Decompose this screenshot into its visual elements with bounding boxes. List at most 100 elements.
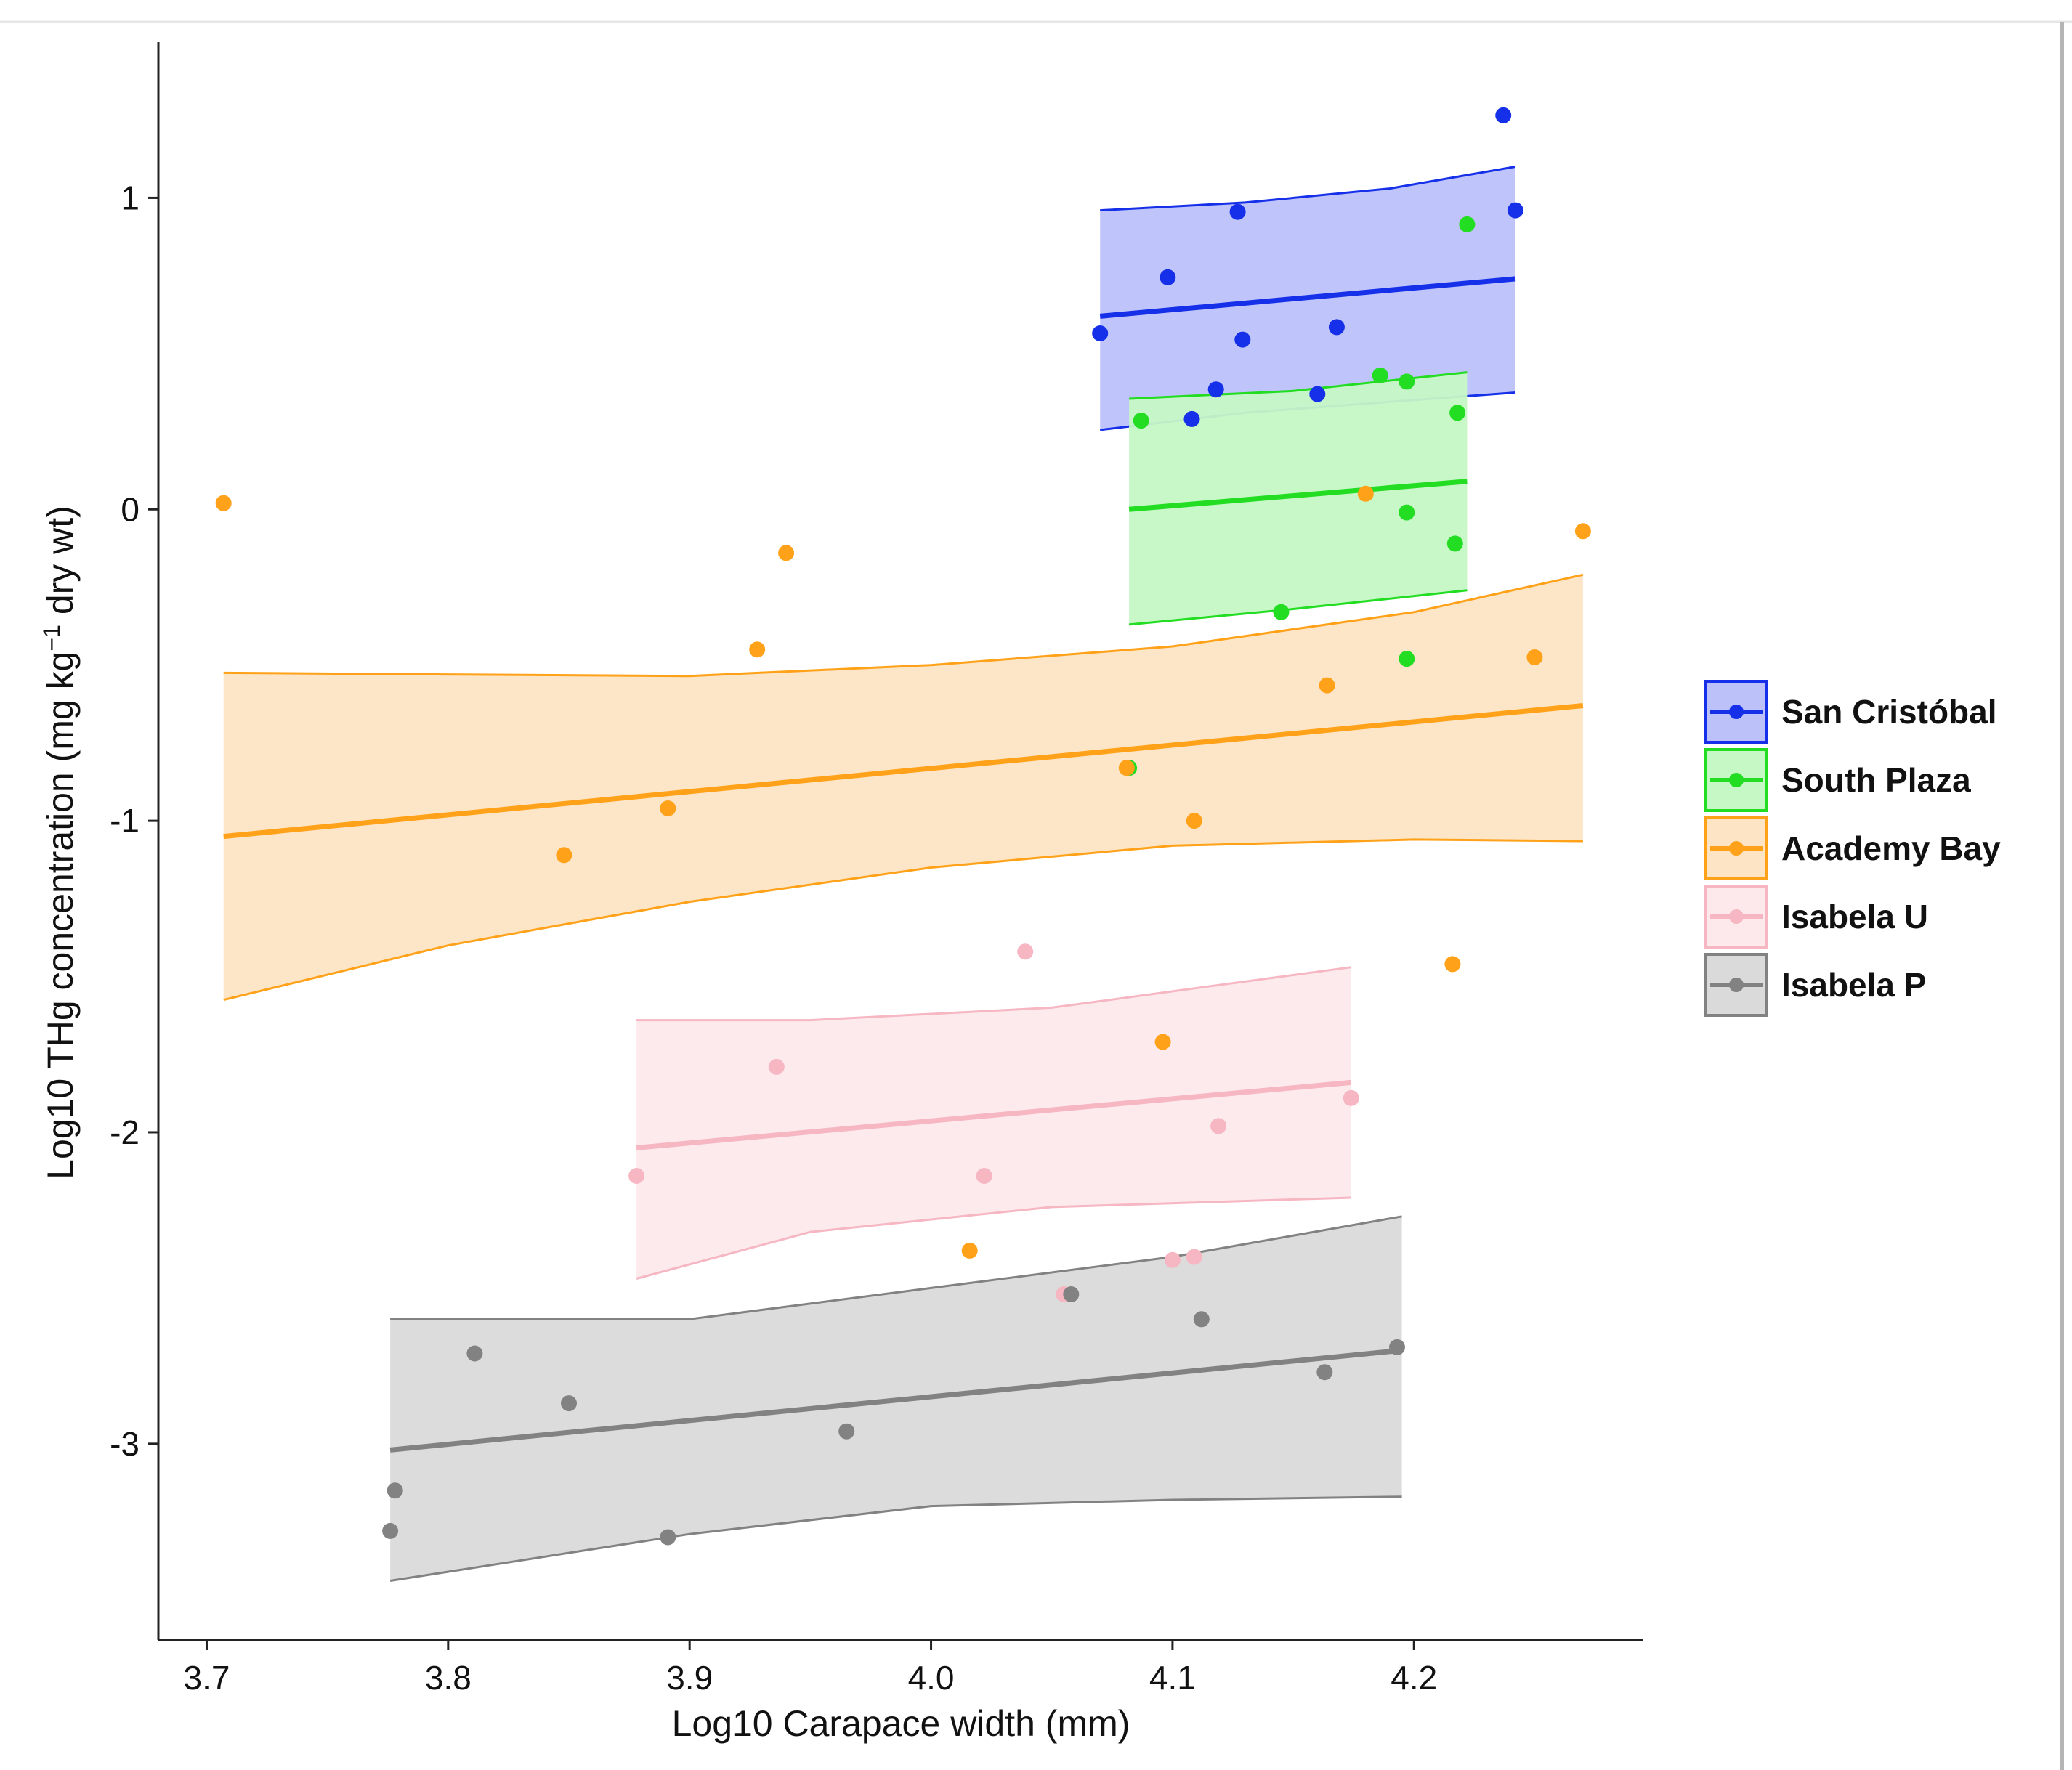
band-lower-isabela-p <box>389 1495 1402 1582</box>
y-axis-title-main: Log10 THg concentration (mg kg <box>40 651 81 1180</box>
band-upper-academy-bay <box>223 573 1584 678</box>
y-tick-label: 0 <box>121 490 139 528</box>
point-san-cristobal <box>1207 381 1224 398</box>
point-academy-bay <box>961 1242 978 1259</box>
band-south-plaza <box>1129 372 1468 625</box>
legend-item-isabela-u: Isabela U <box>1704 885 1928 949</box>
point-academy-bay <box>749 641 766 658</box>
y-axis-ticks: -3 -2 -1 0 1 <box>110 179 158 1463</box>
point-isabela-p <box>838 1423 855 1440</box>
regression-lines <box>223 276 1584 1453</box>
point-isabela-u <box>1186 1249 1202 1265</box>
fit-line-isabela-p <box>389 1347 1402 1453</box>
point-isabela-u <box>628 1168 645 1184</box>
point-isabela-p <box>1316 1364 1333 1381</box>
point-isabela-u <box>768 1058 785 1075</box>
point-academy-bay <box>1186 813 1202 829</box>
y-tick-label: -3 <box>110 1425 139 1463</box>
legend-item-san-cristobal: San Cristóbal <box>1704 680 1997 744</box>
point-isabela-u <box>1343 1089 1359 1106</box>
legend-dot-academy-bay <box>1729 841 1744 856</box>
point-academy-bay <box>1444 956 1461 973</box>
legend-dot-isabela-u <box>1729 909 1744 924</box>
x-tick-label: 4.2 <box>1391 1659 1437 1697</box>
legend-item-south-plaza: South Plaza <box>1704 748 1971 812</box>
point-academy-bay <box>1357 485 1374 502</box>
point-san-cristobal <box>1183 410 1200 427</box>
legend-label-isabela-u: Isabela U <box>1781 898 1928 935</box>
point-san-cristobal <box>1507 202 1523 219</box>
legend-dot-isabela-p <box>1729 978 1744 992</box>
point-san-cristobal <box>1495 107 1512 123</box>
band-isabela-u <box>636 967 1351 1279</box>
data-points <box>215 107 1591 1546</box>
point-san-cristobal <box>1229 203 1246 220</box>
point-san-cristobal <box>1234 331 1251 348</box>
legend-dot-south-plaza <box>1729 773 1744 787</box>
point-academy-bay <box>660 800 676 816</box>
y-axis-title-superscript: −1 <box>39 625 65 651</box>
band-lower-isabela-u <box>636 1196 1351 1280</box>
x-tick-label: 3.9 <box>666 1659 713 1697</box>
x-tick-label: 4.1 <box>1149 1659 1196 1697</box>
point-academy-bay <box>1319 677 1335 694</box>
legend-item-isabela-p: Isabela P <box>1704 953 1926 1017</box>
point-isabela-p <box>561 1395 577 1412</box>
point-isabela-u <box>1164 1251 1181 1268</box>
point-south-plaza <box>1372 367 1388 383</box>
fit-line-isabela-u <box>636 1079 1352 1150</box>
band-lower-academy-bay <box>223 838 1583 1002</box>
band-upper-isabela-u <box>636 966 1352 1022</box>
x-tick-label: 4.0 <box>908 1659 955 1697</box>
point-isabela-p <box>1389 1339 1405 1355</box>
y-tick-label: 1 <box>121 179 139 216</box>
point-academy-bay <box>1118 760 1135 776</box>
point-san-cristobal <box>1309 386 1326 402</box>
point-san-cristobal <box>1160 269 1176 285</box>
point-south-plaza <box>1446 535 1463 552</box>
point-isabela-p <box>1193 1311 1210 1328</box>
point-south-plaza <box>1449 405 1466 421</box>
point-south-plaza <box>1399 373 1415 390</box>
point-academy-bay <box>1574 523 1591 540</box>
band-academy-bay <box>223 575 1583 1000</box>
band-lower-south-plaza <box>1128 589 1468 626</box>
band-upper-san-cristobal <box>1100 166 1516 212</box>
point-isabela-p <box>387 1482 403 1499</box>
point-south-plaza <box>1459 216 1476 232</box>
legend-dot-san-cristobal <box>1729 705 1744 719</box>
point-isabela-p <box>466 1345 483 1362</box>
point-south-plaza <box>1399 651 1415 667</box>
point-south-plaza <box>1133 413 1149 429</box>
legend: San Cristóbal South Plaza Academy Bay Isabe… <box>1704 680 2001 1017</box>
point-san-cristobal <box>1328 319 1345 336</box>
axes <box>157 42 1643 1641</box>
band-upper-isabela-p <box>390 1215 1402 1320</box>
y-axis-title: Log10 THg concentration (mg kg−1 dry wt) <box>39 506 81 1180</box>
point-academy-bay <box>215 495 232 511</box>
point-academy-bay <box>778 545 795 561</box>
y-tick-label: -1 <box>110 802 139 840</box>
point-academy-bay <box>556 847 572 864</box>
point-isabela-u <box>1210 1118 1227 1134</box>
point-south-plaza <box>1399 504 1415 521</box>
legend-label-south-plaza: South Plaza <box>1781 761 1971 799</box>
x-tick-label: 3.8 <box>425 1659 472 1697</box>
point-south-plaza <box>1273 604 1290 620</box>
y-tick-label: -2 <box>110 1113 139 1151</box>
x-tick-label: 3.7 <box>183 1659 230 1697</box>
point-academy-bay <box>1526 649 1543 665</box>
point-academy-bay <box>1154 1034 1171 1050</box>
point-isabela-u <box>1017 943 1034 960</box>
legend-label-academy-bay: Academy Bay <box>1781 829 2001 867</box>
x-axis-ticks: 3.7 3.8 3.9 4.0 4.1 4.2 <box>183 1640 1437 1697</box>
fit-line-south-plaza <box>1128 479 1468 512</box>
point-isabela-p <box>382 1522 399 1539</box>
point-isabela-p <box>1063 1286 1080 1302</box>
point-isabela-u <box>976 1168 992 1184</box>
fit-line-academy-bay <box>223 703 1584 840</box>
x-axis-title: Log10 Carapace width (mm) <box>672 1703 1130 1744</box>
fit-line-san-cristobal <box>1099 276 1516 319</box>
legend-label-san-cristobal: San Cristóbal <box>1781 693 1997 731</box>
